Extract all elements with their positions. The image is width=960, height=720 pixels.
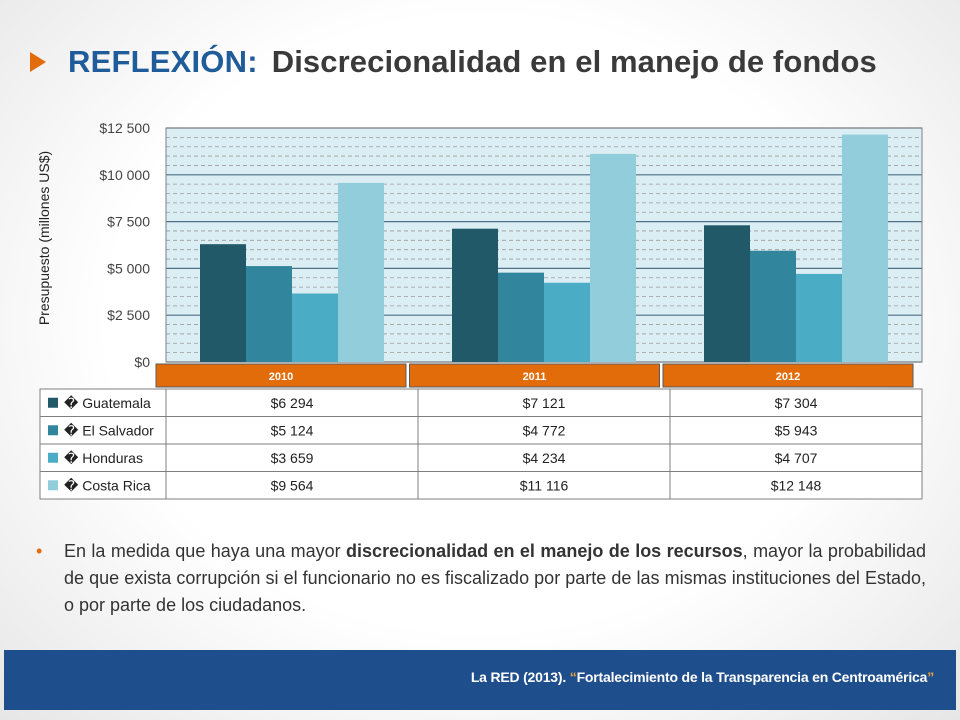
y-axis-title: Presupuesto (millones US$) [36,150,52,326]
data-label: $7 121 [523,395,566,411]
bar-guatemala-2012 [704,225,750,362]
category-header-box [409,363,660,388]
y-tick-label: $5 000 [107,260,150,276]
category-header-box [662,363,914,388]
y-tick-label: $7 500 [107,214,150,230]
bar-costa-rica-2010 [338,182,384,362]
category-label: 2012 [776,371,800,383]
bullet-post: , mayor la probabilidad de que exista co… [64,541,926,615]
bar-costa-rica-2011 [590,153,636,362]
play-arrow-icon [30,52,46,72]
data-label: $4 707 [775,450,818,466]
footer-citation: La RED (2013). “Fortalecimiento de la Tr… [471,669,934,685]
data-label: $6 294 [271,395,314,411]
bullet-paragraph: • En la medida que haya una mayor discre… [36,538,926,619]
data-label: $4 772 [523,422,566,438]
legend-swatch [48,397,58,408]
data-label: $5 124 [271,422,314,438]
footer-pre: La RED (2013). [470,669,570,685]
footer-source: Fortalecimiento de la Transparencia en C… [576,669,928,685]
legend-swatch [48,425,58,436]
data-label: $12 148 [771,477,822,493]
bar-el-salvador-2011 [498,272,544,362]
y-tick-label: $2 500 [107,307,150,323]
footer-bar: La RED (2013). “Fortalecimiento de la Tr… [4,650,956,710]
bar-el-salvador-2012 [750,250,796,362]
data-label: $11 116 [520,477,569,493]
legend-label: � El Salvador [64,422,154,438]
bar-costa-rica-2012 [842,134,888,362]
data-label: $9 564 [271,477,314,493]
y-tick-label: $12 500 [99,120,150,136]
bar-chart: $0 $2 500 $5 000 $7 500 $10 000 $12 500 2010 20… [39,120,923,500]
legend-swatch [48,480,58,491]
bar-honduras-2010 [292,293,338,362]
y-tick-label: $10 000 [99,167,150,183]
footer-close-quote: ” [927,669,934,685]
title-row: REFLEXIÓN: Discrecionalidad en el manejo… [30,42,877,82]
bar-el-salvador-2010 [246,266,292,362]
category-label: 2011 [523,371,547,383]
y-tick-label: $0 [134,354,150,370]
bullet-pre: En la medida que haya una mayor [64,541,347,561]
title-lead: REFLEXIÓN: [68,44,258,79]
legend-label: � Guatemala [64,395,151,411]
data-label: $7 304 [775,395,818,411]
legend-swatch [48,452,58,463]
bar-honduras-2011 [544,282,590,362]
data-label: $3 659 [271,450,314,466]
legend-label: � Honduras [64,450,143,466]
footer-open-quote: “ [569,669,577,685]
data-label: $4 234 [523,450,566,466]
category-header-box [155,363,407,388]
page-title: Discrecionalidad en el manejo de fondos [271,44,877,79]
bullet-icon: • [36,541,43,561]
data-label: $5 943 [775,422,818,438]
bullet-bold: discrecionalidad en el manejo de los rec… [346,541,743,561]
legend-label: � Costa Rica [64,477,151,493]
bar-guatemala-2010 [200,244,246,362]
bar-honduras-2012 [796,273,842,362]
bullet-text: En la medida que haya una mayor discreci… [64,538,926,619]
bar-guatemala-2011 [452,228,498,362]
category-label: 2010 [269,371,293,383]
